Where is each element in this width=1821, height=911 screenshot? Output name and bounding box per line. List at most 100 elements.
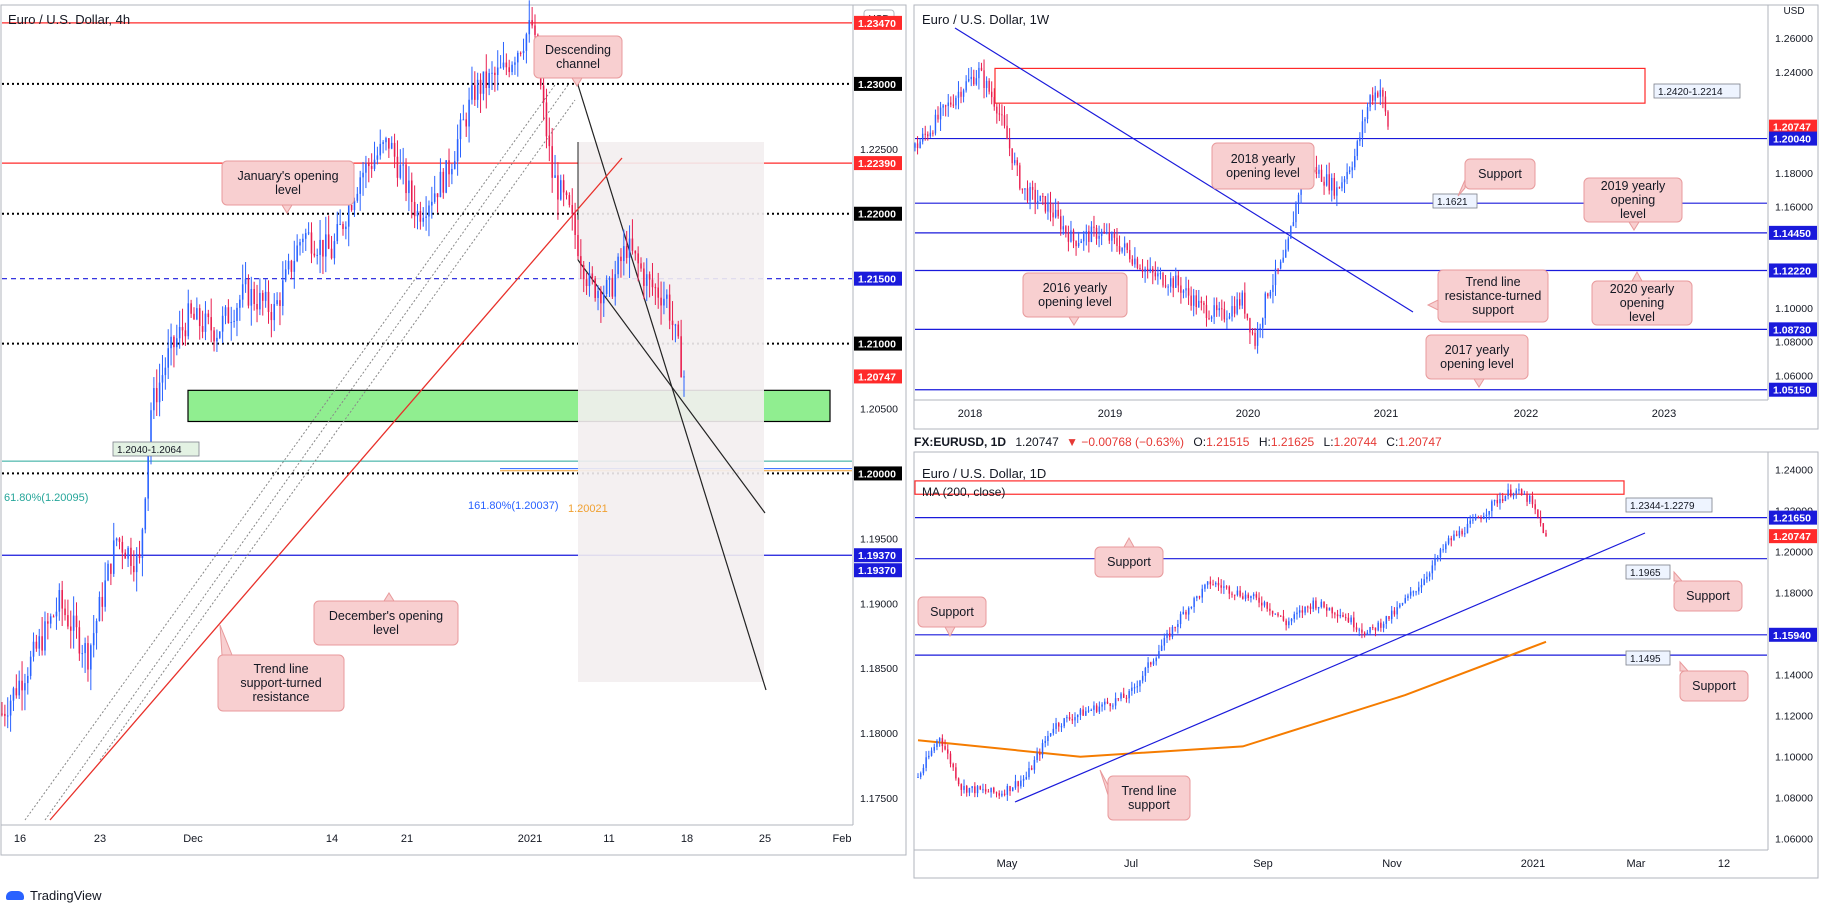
weekly-time-label: 2023 [1652,408,1676,420]
h4-candle-body [508,67,510,73]
d-candle-body [1090,709,1092,711]
h4-price-label: 1.22000 [858,209,896,221]
h4-candle-body [666,294,668,299]
d-candle-body [1133,687,1136,689]
h4-candle-body [462,119,465,121]
w-candle-body [1320,169,1323,182]
callout-daily-trendline-support-box [1107,775,1191,821]
h4-candle-body [637,253,639,264]
d-candle-body [917,776,919,778]
h4-candle-body [628,238,631,258]
footer[interactable]: TradingView [6,885,102,905]
h4-candle-body [580,256,582,266]
d-candle-body [1388,616,1390,620]
w-candle-body [1187,288,1190,296]
h4-time-axis[interactable]: 16 23 Dec 14 21 2021 11 18 25 Feb [14,833,852,845]
h4-candle-body [41,636,43,651]
w-candle-body [1208,318,1210,320]
d-candle-body [1209,581,1212,585]
h4-price-label: 1.22390 [858,158,896,170]
h4-candle-body [534,25,536,35]
d-candle-body [1445,543,1447,550]
callout-daily-trendline-support-text-line: Trend line [1121,784,1176,798]
d-candle-body [1150,662,1152,665]
d-candle-body [1455,534,1458,536]
h4-candle-body [218,331,221,338]
daily-time-label: May [997,858,1018,870]
h4-candle-body [230,321,233,324]
h4-candle-body [250,289,253,306]
h4-candles [1,0,685,732]
d-candle-body [1539,517,1542,524]
callout-daily-support-3-text-line: Support [930,605,974,619]
w-candle-body [1042,195,1044,197]
w-candle-body [1123,243,1126,248]
callout-trendline-support-resistance-text-line: resistance [253,690,310,704]
d-candle-body [1063,718,1065,727]
h4-candle-body [410,180,413,202]
d-candle-body [1271,610,1274,614]
h4-time-label: Feb [833,833,852,845]
h4-candle-body [78,627,81,654]
h4-candle-body [582,265,585,280]
h4-price-tag [854,271,902,286]
weekly-time-axis[interactable]: 2018 2019 2020 2021 2022 2023 [958,408,1676,420]
d-candle-body [1277,613,1279,616]
w-candle-body [1098,235,1100,239]
daily-time-axis[interactable]: May Jul Sep Nov 2021 Mar 12 [997,858,1731,870]
d-candle-body [1325,607,1328,611]
d-candle-body [982,789,984,791]
weekly-time-label: 2022 [1514,408,1538,420]
d-candle-body [1239,590,1241,597]
h4-candle-body [353,200,356,211]
w-candle-body [998,113,1001,115]
d-price-label: 1.18000 [1775,588,1813,600]
h4-candle-body [296,245,298,262]
callout-daily-support-2-box [1673,580,1743,612]
h4-candle-body [402,164,404,166]
w-candle-body [919,141,921,148]
d-candle-body [1114,698,1117,706]
h4-candle-body [559,180,562,200]
h4-candle-body [287,260,290,270]
w-candle-body [980,67,983,71]
d-candle-body [1258,597,1260,603]
h4-candle-body [158,382,161,403]
w-candle-body [1146,268,1149,271]
d-candle-body [1515,490,1517,494]
d-candle-body [1052,728,1055,734]
d-zone-0 [914,480,1625,495]
h4-candle-body [193,313,195,320]
h4-candle-body [92,633,95,646]
h4-price-axis[interactable]: 1.23470 1.23000 1.22500 1.22390 1.22000 1.215… [854,15,902,805]
d-candle-body [1458,530,1461,536]
d-candle-body [974,786,976,794]
d-candle-body [955,767,957,779]
d-candle-body [1106,701,1109,704]
w-candle-body [1139,268,1141,270]
callout-daily-support-3: Support [917,596,987,638]
d-candle-body [1307,606,1309,608]
h4-price-tag [854,466,902,481]
callout-2018-yearly-text-line: opening level [1226,166,1300,180]
h4-candle-body [153,388,155,411]
w-candle-body [1136,258,1139,269]
daily-price-axis[interactable]: 1.240001.220001.216501.207471.200001.180… [1769,464,1817,846]
d-candle-body [925,757,927,768]
h4-price-tag [854,15,902,30]
daily-info-bar: FX:EURUSD, 1D 1.20747 ▼ −0.00768 (−0.63%… [914,435,1442,449]
w-candle-body [1333,177,1336,196]
w-candle-body [1154,272,1157,277]
h4-candle-body [173,336,175,348]
w-zone-0 [994,67,1646,104]
d-candle-body [1331,607,1333,614]
w-candle-body [1169,278,1172,287]
weekly-levels [915,67,1767,391]
d-candle-body [1071,719,1074,721]
d-candle-body [1472,519,1474,521]
d-candle-body [1385,616,1388,624]
w-candle-body [1382,89,1384,97]
d-candle-body [965,785,968,793]
